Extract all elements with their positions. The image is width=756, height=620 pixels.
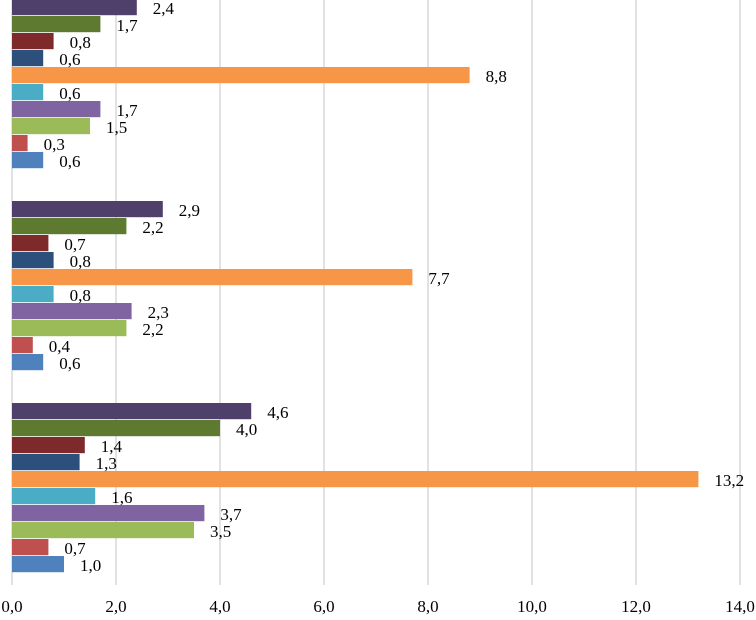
data-label: 0,6 [59, 152, 80, 171]
data-label: 7,7 [428, 269, 450, 288]
bar [12, 471, 699, 488]
bar [12, 50, 44, 67]
data-label: 0,4 [49, 337, 71, 356]
x-tick-label: 10,0 [517, 597, 547, 616]
bar [12, 354, 44, 371]
x-axis-ticks: 0,0 2,0 4,0 6,0 8,0 10,0 12,0 14,0 [1, 597, 755, 616]
data-labels: 2,41,70,80,68,80,61,71,50,30,62,92,20,70… [44, 0, 745, 575]
gridlines [11, 0, 741, 585]
bar [12, 320, 127, 337]
bar [12, 403, 252, 420]
data-label: 2,3 [148, 303, 169, 322]
data-label: 8,8 [486, 67, 507, 86]
bar [12, 286, 54, 303]
data-label: 4,6 [267, 403, 288, 422]
bar [12, 437, 85, 454]
data-label: 1,5 [106, 118, 127, 137]
bar [12, 522, 194, 539]
bar [12, 101, 101, 118]
bar [12, 0, 137, 16]
data-label: 1,4 [101, 437, 123, 456]
bar [12, 33, 54, 50]
bar [12, 454, 80, 471]
bar [12, 84, 44, 101]
data-label: 2,9 [179, 201, 200, 220]
x-tick-label: 2,0 [105, 597, 126, 616]
bar [12, 201, 163, 218]
x-tick-label: 14,0 [725, 597, 755, 616]
bar [12, 218, 127, 235]
data-label: 0,7 [64, 539, 86, 558]
data-label: 0,8 [70, 252, 91, 271]
bar [12, 420, 220, 437]
x-tick-label: 12,0 [621, 597, 651, 616]
data-label: 2,2 [142, 320, 163, 339]
data-label: 4,0 [236, 420, 257, 439]
bar [12, 488, 96, 505]
data-label: 0,6 [59, 50, 80, 69]
data-label: 0,7 [64, 235, 86, 254]
bar [12, 235, 49, 252]
data-label: 3,7 [220, 505, 242, 524]
data-label: 1,7 [116, 16, 138, 35]
bar [12, 303, 132, 320]
data-label: 1,7 [116, 101, 138, 120]
data-label: 2,4 [153, 0, 175, 18]
bar [12, 556, 64, 573]
bar [12, 135, 28, 152]
data-label: 0,6 [59, 84, 80, 103]
bar [12, 118, 90, 135]
bar [12, 539, 49, 556]
data-label: 1,6 [111, 488, 132, 507]
bar [12, 152, 44, 169]
bar [12, 252, 54, 269]
data-label: 2,2 [142, 218, 163, 237]
bar [12, 337, 33, 354]
data-label: 0,8 [70, 286, 91, 305]
data-label: 0,3 [44, 135, 65, 154]
data-label: 3,5 [210, 522, 231, 541]
bar [12, 269, 413, 286]
data-label: 13,2 [714, 471, 744, 490]
data-label: 0,8 [70, 33, 91, 52]
x-tick-label: 8,0 [417, 597, 438, 616]
data-label: 1,3 [96, 454, 117, 473]
bar [12, 67, 470, 84]
x-tick-label: 0,0 [1, 597, 22, 616]
x-tick-label: 4,0 [209, 597, 230, 616]
bar [12, 16, 101, 33]
bar [12, 505, 205, 522]
data-label: 1,0 [80, 556, 101, 575]
x-tick-label: 6,0 [313, 597, 334, 616]
data-label: 0,6 [59, 354, 80, 373]
bars [12, 0, 699, 573]
